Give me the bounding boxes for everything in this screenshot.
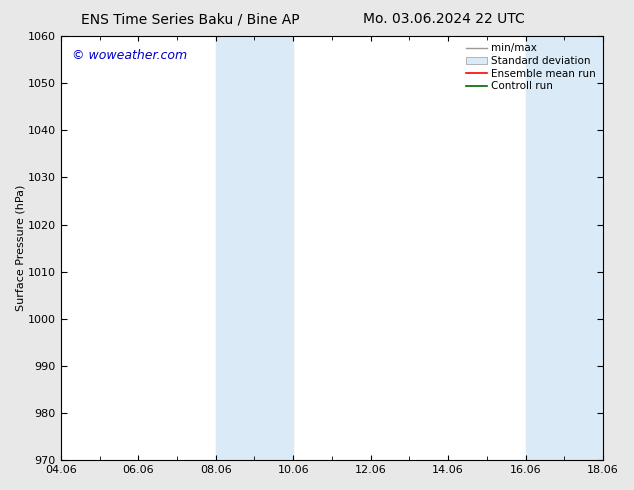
Legend: min/max, Standard deviation, Ensemble mean run, Controll run: min/max, Standard deviation, Ensemble me…	[464, 41, 598, 93]
Bar	[216, 36, 293, 460]
Text: © woweather.com: © woweather.com	[72, 49, 187, 62]
Text: ENS Time Series Baku / Bine AP: ENS Time Series Baku / Bine AP	[81, 12, 299, 26]
Y-axis label: Surface Pressure (hPa): Surface Pressure (hPa)	[15, 185, 25, 311]
Text: Mo. 03.06.2024 22 UTC: Mo. 03.06.2024 22 UTC	[363, 12, 525, 26]
Bar	[526, 36, 603, 460]
